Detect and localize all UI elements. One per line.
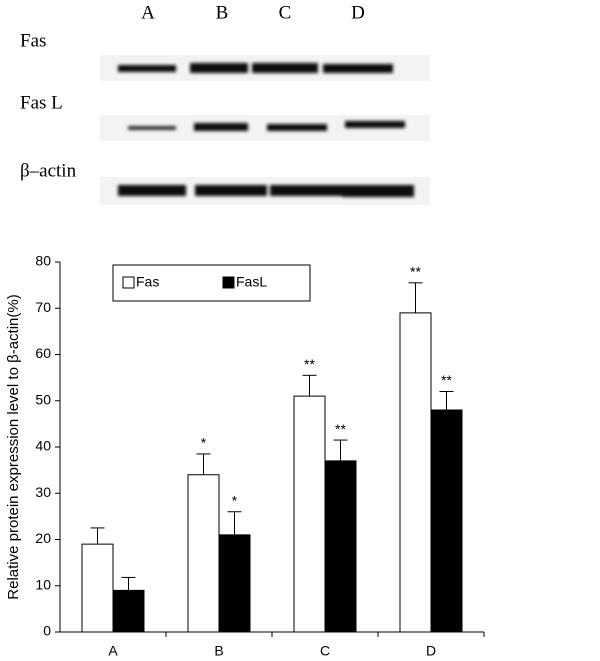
y-tick-label: 0 [43,623,51,639]
blot-panel: A B C D Fas Fas L β–actin [20,2,430,205]
lane-label: C [279,2,292,23]
band [342,185,414,197]
row-label: Fas L [20,92,63,113]
band [323,64,393,73]
bar [218,534,251,633]
legend-swatch [122,276,135,289]
legend-swatch [222,276,235,289]
significance-label: ** [335,421,346,437]
legend-label: FasL [236,274,267,290]
bar [293,395,326,633]
x-tick-label: A [108,643,118,659]
lane-label: B [216,2,229,23]
band [194,123,248,131]
y-axis-label: Relative protein expression level to β-a… [5,294,22,599]
bands [118,63,414,197]
significance-label: * [232,492,238,508]
significance-label: * [201,435,207,451]
y-tick-label: 70 [35,299,51,315]
row-label: β–actin [20,160,77,181]
y-tick-label: 20 [35,530,51,546]
row-label: Fas [20,30,46,51]
significance-label: ** [441,372,452,388]
chart: 0 10 20 30 40 50 60 70 80 Relative protein expres… [5,253,485,659]
x-tick-label: C [320,643,330,659]
legend-label: Fas [136,274,159,290]
band [128,126,176,130]
y-tick-label: 40 [35,438,51,454]
y-tick-label: 10 [35,576,51,592]
bar [81,543,114,633]
significance-label: ** [410,264,421,280]
x-tick-label: B [214,643,223,659]
band [270,185,342,196]
band [267,124,327,131]
bar [399,312,432,633]
y-tick-label: 50 [35,391,51,407]
bar [112,589,145,633]
y-tick-label: 30 [35,484,51,500]
lane-label: D [351,2,365,23]
legend-box [112,264,311,302]
significance-label: ** [304,356,315,372]
band [118,185,186,196]
band [190,63,248,73]
bar [430,409,463,633]
y-tick-label: 60 [35,345,51,361]
lane-label: A [141,2,155,23]
band [195,185,267,196]
x-tick-label: D [426,643,436,659]
band [118,65,176,72]
bar [324,460,357,633]
band [252,63,318,73]
y-tick-label: 80 [35,253,51,269]
band [345,121,405,128]
bar [187,474,220,633]
